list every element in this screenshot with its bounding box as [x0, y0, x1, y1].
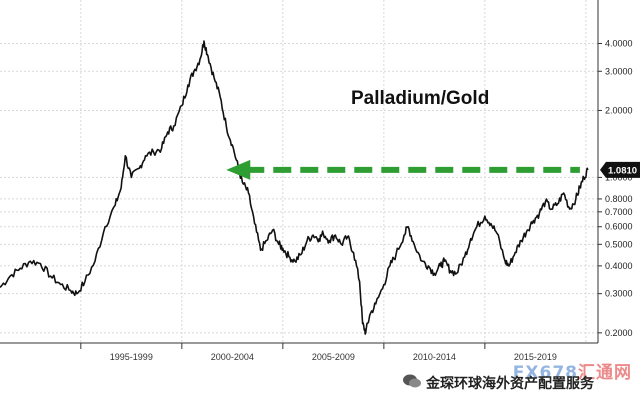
watermark: FX678汇通网 金琛环球海外资产配置服务 [400, 358, 636, 396]
x-tick-label: 2005-2009 [312, 352, 355, 362]
y-axis: 4.00003.00002.00001.00000.80000.70000.60… [598, 38, 633, 338]
x-tick-label: 2000-2004 [211, 352, 254, 362]
x-tick-label: 2010-2014 [413, 352, 456, 362]
y-tick-label: 4.0000 [605, 38, 633, 48]
y-tick-label: 0.6000 [605, 222, 633, 232]
y-tick-label: 0.8000 [605, 194, 633, 204]
y-tick-label: 0.3000 [605, 289, 633, 299]
watermark-caption: 金琛环球海外资产配置服务 [426, 376, 594, 392]
y-tick-label: 0.7000 [605, 207, 633, 217]
y-tick-label: 3.0000 [605, 66, 633, 76]
y-tick-label: 0.2000 [605, 328, 633, 338]
chart-title: Palladium/Gold [351, 88, 489, 109]
current-value-label: 1.0810 [608, 165, 637, 176]
x-axis: 1995-1999 2000-2004 2005-2009 2010-2014 2015… [80, 343, 557, 362]
arrow-head-icon [226, 159, 251, 180]
y-tick-label: 0.5000 [605, 239, 633, 249]
x-tick-label: 2015-2019 [514, 352, 557, 362]
wechat-icon [403, 374, 421, 388]
watermark-brand: FX678汇通网 [512, 363, 632, 383]
current-value-marker: 1.0810 [600, 161, 640, 178]
y-tick-label: 2.0000 [605, 105, 633, 115]
y-tick-label: 0.4000 [605, 261, 633, 271]
palladium-gold-ratio-line [0, 40, 589, 335]
x-tick-label: 1995-1999 [110, 352, 153, 362]
